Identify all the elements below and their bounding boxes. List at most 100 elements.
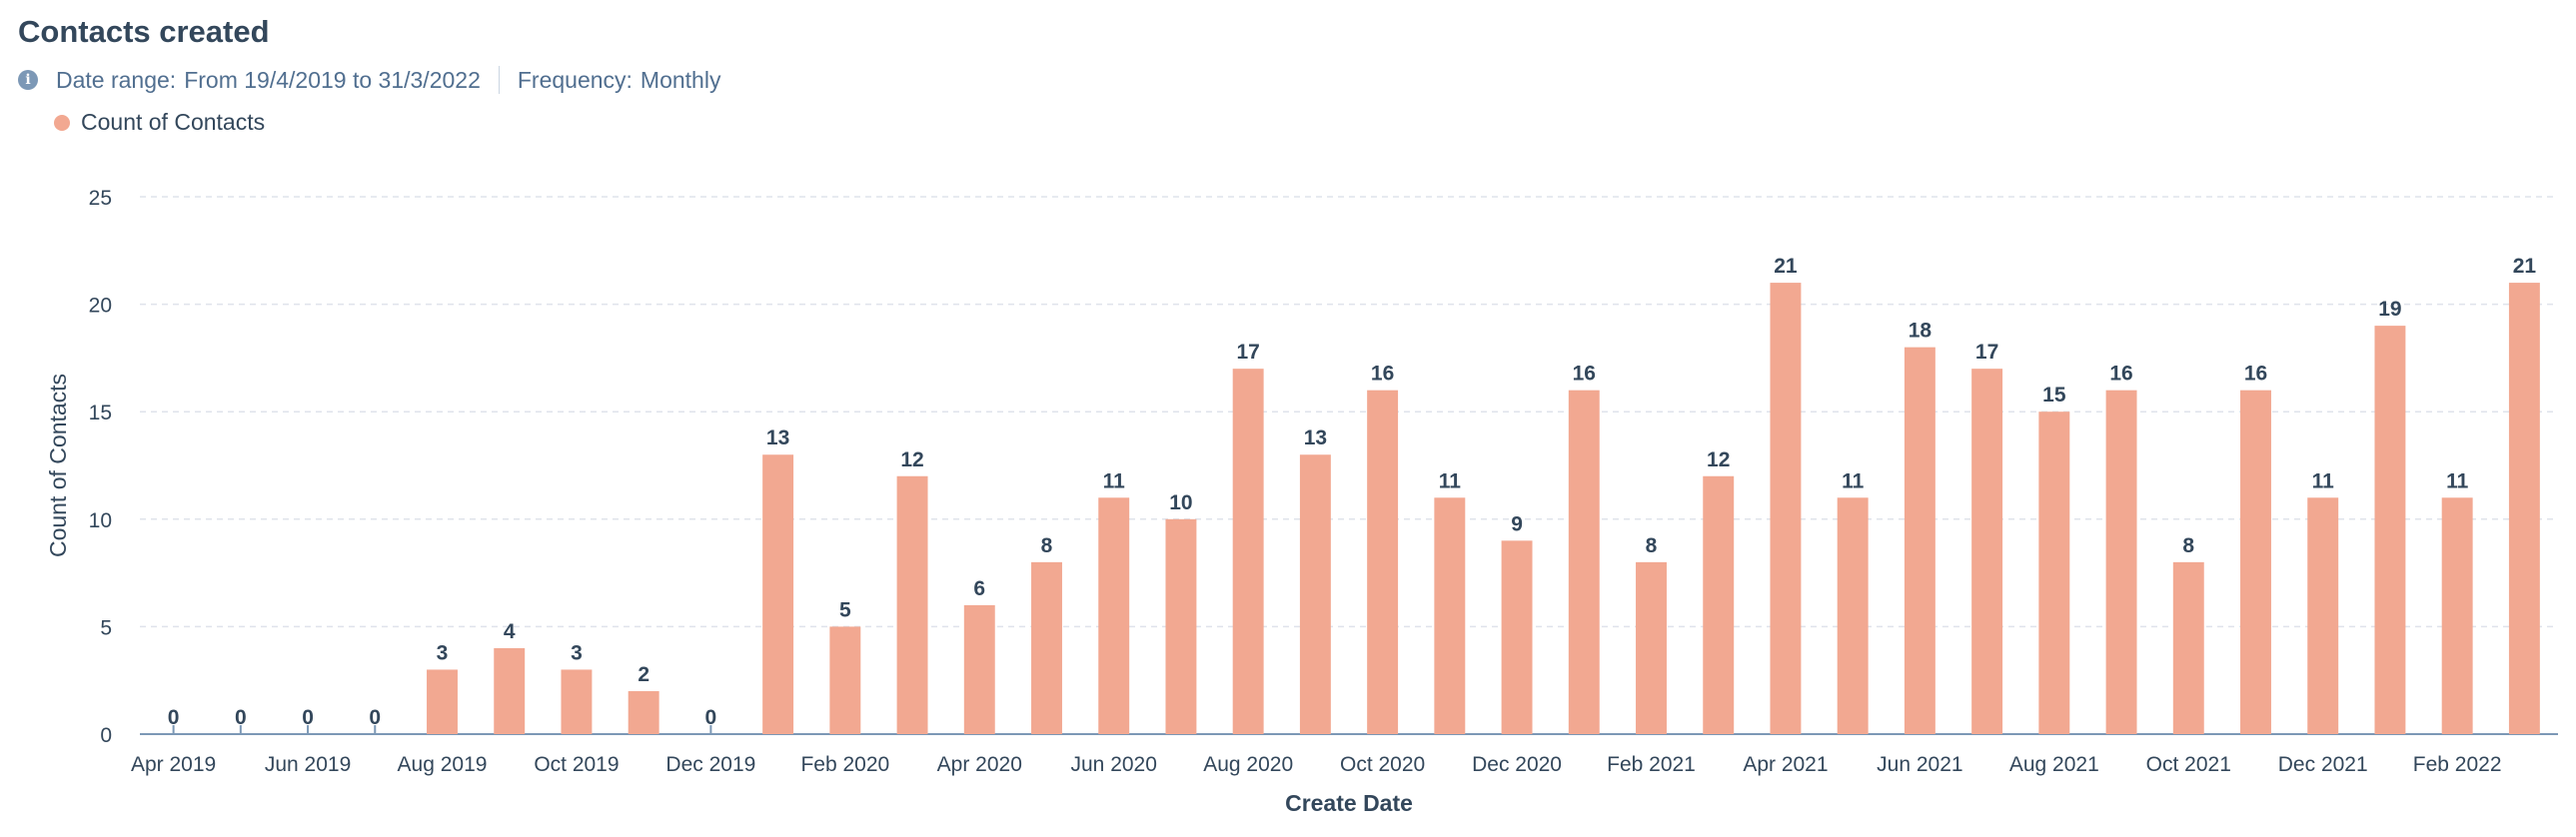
bar [896, 475, 928, 734]
data-label: 8 [2182, 534, 2194, 557]
y-tick-label: 10 [89, 509, 112, 532]
y-tick-label: 25 [89, 187, 112, 210]
bar [829, 626, 861, 734]
bar [1568, 390, 1600, 734]
bar [963, 604, 995, 734]
bar [1703, 475, 1735, 734]
data-label: 11 [2312, 469, 2335, 492]
x-tick-label: Feb 2020 [800, 753, 889, 776]
x-tick-label: Aug 2020 [1203, 753, 1293, 776]
bar [1098, 497, 1130, 734]
date-range-value: From 19/4/2019 to 31/3/2022 [184, 66, 481, 93]
bar [1636, 561, 1667, 734]
x-tick-label: Aug 2019 [398, 753, 488, 776]
x-tick-label: Dec 2020 [1472, 753, 1562, 776]
report-meta: i Date range: From 19/4/2019 to 31/3/202… [18, 66, 720, 94]
data-label: 21 [2513, 255, 2537, 278]
data-label: 4 [504, 620, 516, 643]
x-tick-label: Feb 2022 [2413, 753, 2502, 776]
date-range-label: Date range: [56, 66, 177, 93]
data-label: 12 [1707, 448, 1730, 471]
bar [2240, 390, 2271, 734]
bar [2441, 497, 2473, 734]
y-tick-label: 0 [100, 724, 112, 747]
x-tick-label: Feb 2021 [1607, 753, 1696, 776]
bar [1232, 369, 1264, 734]
x-tick-label: Jun 2019 [265, 753, 351, 776]
data-label: 3 [571, 641, 583, 664]
data-label: 16 [1371, 363, 1394, 386]
data-label: 11 [1103, 469, 1126, 492]
x-tick-label: Oct 2021 [2146, 753, 2231, 776]
data-label: 19 [2378, 298, 2401, 321]
x-tick-label: Dec 2019 [665, 753, 755, 776]
x-tick-label: Jun 2020 [1071, 753, 1157, 776]
data-label: 2 [638, 663, 649, 686]
bar [1770, 283, 1802, 734]
bar [2105, 390, 2137, 734]
data-label: 10 [1169, 491, 1192, 514]
data-label: 0 [369, 706, 381, 729]
bar [427, 669, 458, 734]
data-label: 0 [705, 706, 717, 729]
data-label: 13 [766, 426, 789, 449]
meta-divider [498, 66, 500, 94]
x-tick-label: Aug 2021 [2009, 753, 2099, 776]
data-label: 11 [1842, 469, 1865, 492]
y-tick-label: 5 [100, 616, 112, 639]
data-label: 5 [839, 598, 851, 621]
data-label: 21 [1774, 255, 1798, 278]
data-label: 3 [437, 641, 449, 664]
bar [762, 454, 794, 734]
bar [1299, 454, 1331, 734]
legend-label: Count of Contacts [81, 109, 266, 135]
bar [1501, 540, 1533, 734]
bar [2038, 412, 2070, 734]
data-label: 11 [1439, 469, 1462, 492]
data-label: 17 [1975, 341, 1998, 364]
bar [1434, 497, 1466, 734]
x-tick-label: Apr 2019 [131, 753, 216, 776]
bar [561, 669, 593, 734]
bar [2374, 326, 2406, 734]
bar [1971, 369, 2003, 734]
bar [1837, 497, 1869, 734]
data-label: 9 [1511, 512, 1523, 535]
bar [1165, 518, 1197, 734]
bar [494, 647, 526, 734]
data-label: 0 [235, 706, 247, 729]
legend-marker [54, 114, 70, 131]
y-axis-title: Count of Contacts [45, 374, 71, 557]
bar [1031, 561, 1062, 734]
data-label: 11 [2446, 469, 2469, 492]
x-tick-label: Oct 2020 [1340, 753, 1425, 776]
data-label: 12 [900, 448, 923, 471]
data-label: 18 [1909, 320, 1932, 343]
x-tick-label: Oct 2019 [534, 753, 619, 776]
data-label: 8 [1646, 534, 1658, 557]
data-label: 16 [1573, 363, 1596, 386]
data-label: 0 [168, 706, 180, 729]
frequency-label: Frequency: [517, 66, 633, 93]
data-label: 13 [1304, 426, 1327, 449]
data-label: 17 [1236, 341, 1259, 364]
chart-legend[interactable]: Count of Contacts [54, 109, 265, 136]
data-label: 6 [973, 577, 985, 600]
data-label: 16 [2109, 363, 2132, 386]
data-label: 16 [2244, 363, 2267, 386]
x-tick-label: Apr 2020 [937, 753, 1022, 776]
x-tick-label: Dec 2021 [2278, 753, 2368, 776]
info-icon[interactable]: i [18, 70, 38, 90]
bar [2172, 561, 2204, 734]
x-tick-label: Jun 2021 [1877, 753, 1962, 776]
bar [2307, 497, 2339, 734]
data-label: 0 [302, 706, 314, 729]
bar [628, 690, 659, 734]
y-tick-label: 15 [89, 402, 112, 424]
data-label: 15 [2042, 384, 2066, 407]
bar [1904, 347, 1935, 734]
x-tick-label: Apr 2021 [1743, 753, 1828, 776]
frequency-value: Monthly [640, 66, 721, 93]
bar [2508, 283, 2540, 734]
